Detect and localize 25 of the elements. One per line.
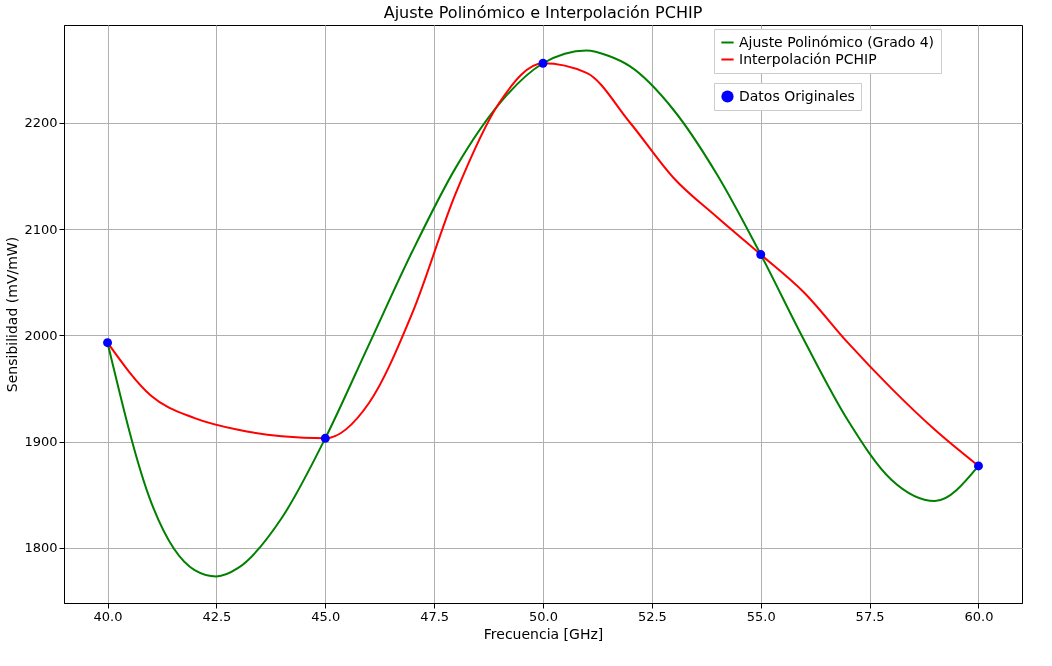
y-tick-label: 2100 bbox=[24, 221, 58, 237]
legend-label: Datos Originales bbox=[739, 87, 855, 104]
point bbox=[320, 433, 330, 443]
point bbox=[756, 250, 766, 259]
x-tick-label: 42.5 bbox=[202, 608, 232, 624]
y-tick-label: 2200 bbox=[24, 115, 58, 131]
x-tick-label: 45.0 bbox=[311, 608, 341, 624]
y-tick-label: 2000 bbox=[24, 327, 58, 343]
y-tick-label: 1900 bbox=[24, 434, 58, 449]
y-axis-title: Sensibilidad (mV/mW) bbox=[4, 236, 21, 393]
legend-label: Interpolación PCHIP bbox=[739, 50, 877, 67]
point bbox=[103, 338, 113, 348]
x-tick-label: 57.5 bbox=[855, 608, 885, 624]
x-tick-label: 50.0 bbox=[529, 608, 558, 624]
x-tick-label: 47.5 bbox=[420, 608, 450, 624]
point bbox=[538, 58, 548, 68]
x-tick-label: 40.0 bbox=[93, 608, 123, 624]
y-tick-label: 1800 bbox=[24, 540, 58, 556]
x-axis-title: Frecuencia [GHz] bbox=[483, 625, 604, 642]
x-tick-label: 52.5 bbox=[637, 608, 667, 624]
x-tick-label: 55.0 bbox=[746, 608, 776, 624]
point bbox=[973, 461, 983, 471]
x-tick-label: 60.0 bbox=[964, 608, 994, 624]
legend-label: Ajuste Polinómico (Grado 4) bbox=[739, 33, 935, 50]
chart-title: Ajuste Polinómico e Interpolación PCHIP bbox=[383, 3, 703, 22]
